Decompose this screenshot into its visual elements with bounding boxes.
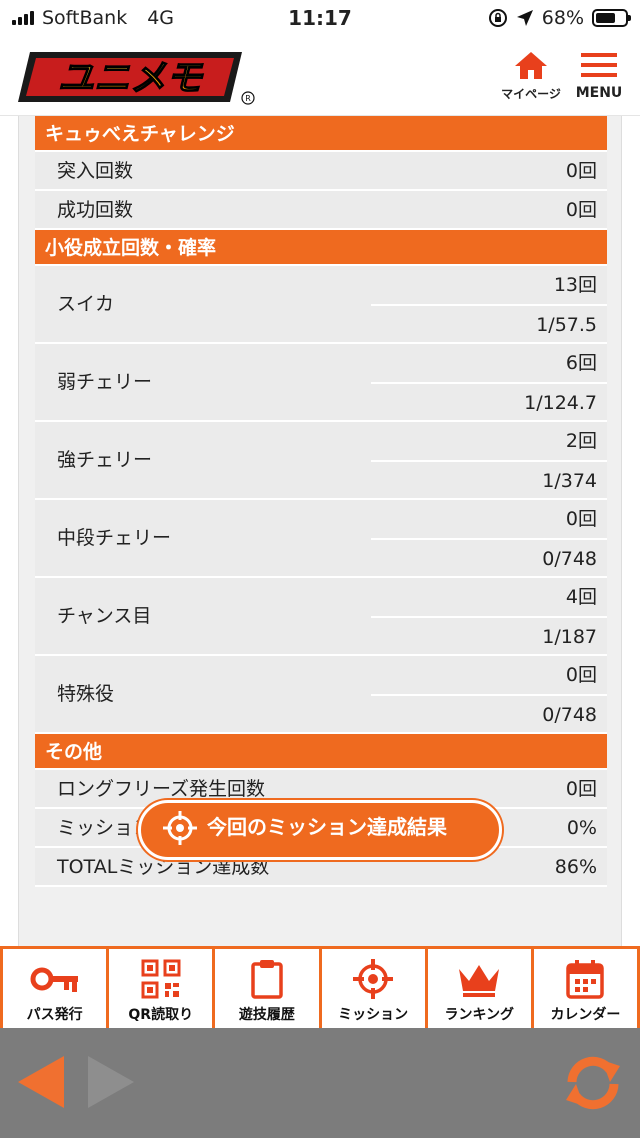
tab-ranking[interactable]: ランキング xyxy=(427,949,531,1028)
row-count: 13回 xyxy=(371,266,607,306)
row-count: 0回 xyxy=(371,656,607,696)
battery-icon xyxy=(592,9,631,27)
status-bar: SoftBank 4G 11:17 68% xyxy=(0,0,640,36)
mypage-label: マイページ xyxy=(501,87,561,101)
row-value: 0% xyxy=(566,817,597,839)
clock: 11:17 xyxy=(288,6,352,30)
row-value: 86% xyxy=(554,856,597,878)
row-count: 6回 xyxy=(371,344,607,384)
forward-arrow-icon[interactable] xyxy=(82,1052,138,1112)
tab-label: 遊技履歴 xyxy=(238,1007,295,1023)
menu-button[interactable]: MENU xyxy=(564,50,634,101)
bottom-tab-bar: パス発行 QR読取り 遊技履歴 xyxy=(0,946,640,1028)
tab-mission[interactable]: ミッション xyxy=(321,949,425,1028)
rotation-lock-icon xyxy=(488,9,507,27)
row-label: 突入回数 xyxy=(57,160,134,182)
tab-calendar[interactable]: カレンダー xyxy=(533,949,638,1028)
location-icon xyxy=(516,10,533,26)
crown-icon xyxy=(459,965,500,997)
tab-label: ミッション xyxy=(338,1007,409,1023)
qr-icon xyxy=(141,959,181,999)
tab-label: パス発行 xyxy=(26,1007,83,1023)
tab-label: QR読取り xyxy=(128,1007,194,1023)
mission-result-button[interactable]: 今回のミッション達成結果 xyxy=(138,800,502,860)
app-header: ユニメモ R マイページ MENU xyxy=(0,36,640,116)
reload-icon[interactable] xyxy=(562,1052,624,1114)
row-probability: 1/374 xyxy=(542,470,597,492)
browser-toolbar xyxy=(0,1028,640,1138)
section-other-title: その他 xyxy=(35,734,607,770)
row-label: 中段チェリー xyxy=(57,527,172,549)
row-probability: 0/748 xyxy=(542,704,597,726)
table-row: 特殊役 0回 0/748 xyxy=(35,656,607,734)
row-value: 0回 xyxy=(565,199,597,221)
row-probability: 1/187 xyxy=(542,626,597,648)
table-row: 成功回数 0回 xyxy=(35,191,607,230)
row-value: 0回 xyxy=(565,778,597,800)
row-probability: 1/57.5 xyxy=(536,314,597,336)
row-label: 弱チェリー xyxy=(57,371,153,393)
row-label: 強チェリー xyxy=(57,449,153,471)
network-type: 4G xyxy=(147,7,175,29)
row-label: ロングフリーズ発生回数 xyxy=(57,778,266,800)
home-icon xyxy=(515,52,547,79)
tab-history[interactable]: 遊技履歴 xyxy=(215,949,319,1028)
row-count: 2回 xyxy=(371,422,607,462)
tab-qr[interactable]: QR読取り xyxy=(109,949,213,1028)
table-row: チャンス目 4回 1/187 xyxy=(35,578,607,656)
section-kyubey-title: キュゥべえチャレンジ xyxy=(35,116,607,152)
signal-icon xyxy=(12,11,34,25)
back-arrow-icon[interactable] xyxy=(14,1052,70,1112)
row-count: 4回 xyxy=(371,578,607,618)
table-row: 弱チェリー 6回 1/124.7 xyxy=(35,344,607,422)
mission-result-label: 今回のミッション達成結果 xyxy=(207,815,447,839)
row-label: チャンス目 xyxy=(57,605,152,627)
target-icon xyxy=(163,811,197,845)
row-probability: 0/748 xyxy=(542,548,597,570)
table-row: 突入回数 0回 xyxy=(35,152,607,191)
mypage-button[interactable]: マイページ xyxy=(496,50,566,102)
logo-text: ユニメモ xyxy=(58,58,204,99)
calendar-icon xyxy=(566,960,605,999)
table-row: 強チェリー 2回 1/374 xyxy=(35,422,607,500)
hamburger-icon xyxy=(581,53,617,77)
target-icon xyxy=(353,959,394,999)
row-probability: 1/124.7 xyxy=(524,392,597,414)
section-koyaku-title: 小役成立回数・確率 xyxy=(35,230,607,266)
row-label: 特殊役 xyxy=(57,683,115,705)
content-area[interactable]: キュゥべえチャレンジ 突入回数 0回 成功回数 0回 小役成立回数・確率 スイカ… xyxy=(18,116,622,946)
menu-label: MENU xyxy=(575,85,623,101)
clipboard-icon xyxy=(251,960,283,999)
row-value: 0回 xyxy=(565,160,597,182)
battery-percent: 68% xyxy=(541,7,584,29)
tab-pass[interactable]: パス発行 xyxy=(3,949,107,1028)
svg-text:R: R xyxy=(245,94,251,103)
row-label: TOTALミッション達成数 xyxy=(57,856,270,878)
carrier: SoftBank xyxy=(42,7,128,29)
key-icon xyxy=(30,967,78,992)
row-label: スイカ xyxy=(57,293,115,315)
row-label: 成功回数 xyxy=(57,199,134,221)
table-row: スイカ 13回 1/57.5 xyxy=(35,266,607,344)
row-count: 0回 xyxy=(371,500,607,540)
unimemo-logo[interactable]: ユニメモ R xyxy=(16,48,256,108)
tab-label: カレンダー xyxy=(550,1007,621,1023)
table-row: 中段チェリー 0回 0/748 xyxy=(35,500,607,578)
tab-label: ランキング xyxy=(444,1007,515,1023)
